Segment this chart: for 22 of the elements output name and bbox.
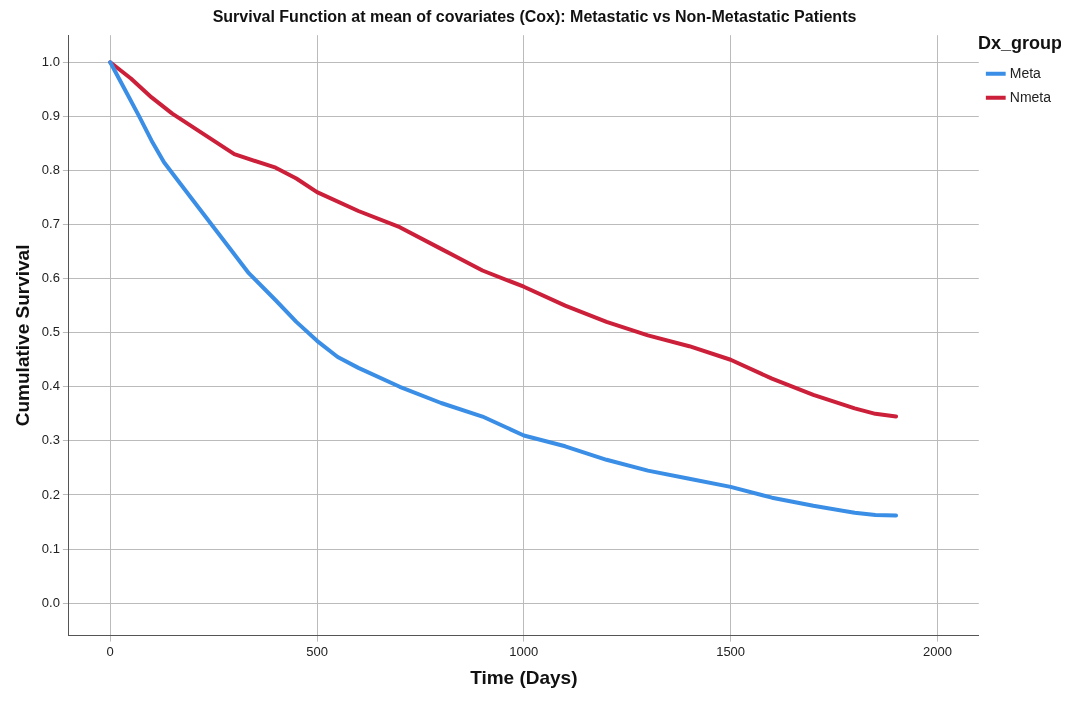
y-tick-label: 0.4 (41, 378, 60, 394)
y-tick-label: 0.8 (41, 162, 60, 177)
y-axis-title: Cumulative Survival (11, 244, 33, 427)
y-tick-label: 0.6 (41, 270, 60, 286)
chart-title: Survival Function at mean of covariates (Cox): Metastatic vs Non-Metastatic Patients (212, 8, 857, 26)
x-tick-label: 0 (106, 643, 114, 659)
x-axis-title: Time (Days) (470, 666, 578, 688)
y-tick-label: 0.3 (41, 432, 60, 448)
y-tick-label: 0.2 (41, 486, 60, 502)
x-tick-label: 500 (306, 643, 328, 659)
y-tick-label: 0.5 (41, 324, 60, 340)
y-tick-label: 0.7 (41, 216, 60, 232)
legend-label: Nmeta (1009, 88, 1052, 105)
x-tick-label: 1000 (509, 643, 539, 659)
y-tick-label: 1.0 (41, 53, 60, 69)
y-tick-label: 0.9 (41, 107, 60, 123)
y-tick-label: 0.1 (41, 540, 60, 556)
x-tick-label: 1500 (716, 643, 746, 659)
y-tick-label: 0.0 (41, 594, 60, 610)
legend-title: Dx_group (977, 33, 1062, 54)
legend-label: Meta (1009, 64, 1042, 81)
x-tick-label: 2000 (922, 643, 952, 659)
